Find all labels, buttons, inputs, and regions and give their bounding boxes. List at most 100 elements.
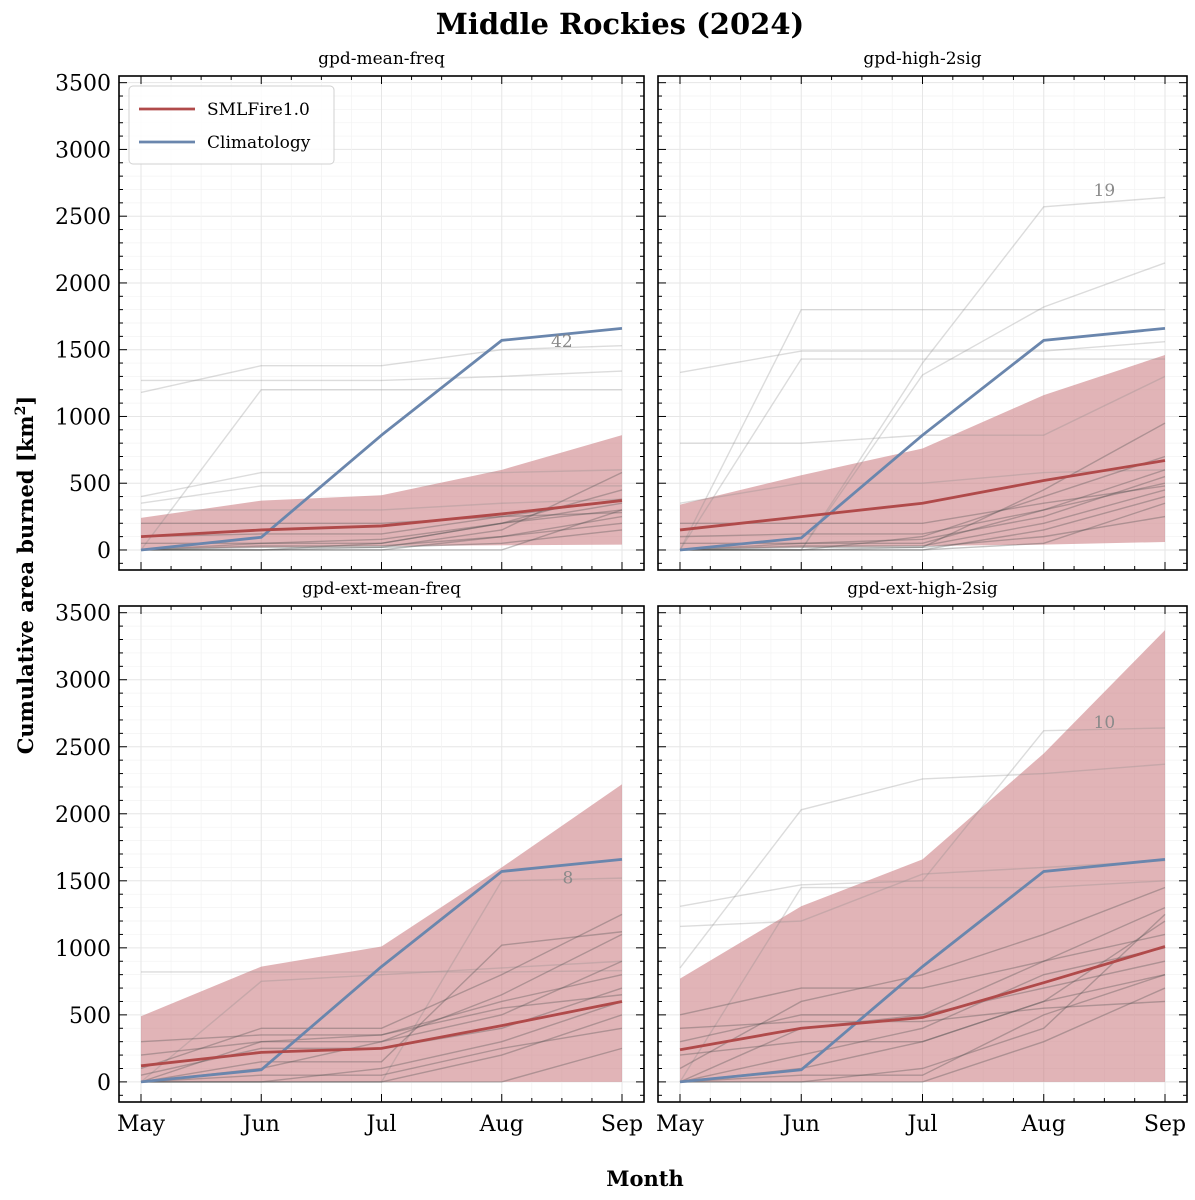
x-tick-label: Jun	[241, 1112, 280, 1137]
observed-line-light	[140, 344, 623, 394]
observed-line-light	[680, 196, 1166, 551]
x-tick-label: Sep	[601, 1112, 643, 1137]
y-tick-label: 1000	[55, 937, 111, 962]
observed-line-dark	[141, 529, 623, 551]
observed-line-light	[679, 880, 1166, 1083]
panel-title: gpd-mean-freq	[318, 49, 445, 69]
smlfire-median-line	[679, 459, 1166, 532]
observed-line-dark	[141, 1047, 623, 1083]
y-tick-label: 2500	[55, 736, 111, 761]
y-tick-label: 500	[69, 1004, 111, 1029]
climatology-line	[679, 857, 1166, 1084]
observed-line-light	[680, 262, 1166, 551]
observed-line-dark	[679, 973, 1166, 1056]
y-axis-label-main: Cumulative area burned [km	[13, 415, 38, 754]
uncertainty-band	[680, 630, 1165, 1082]
plot-area	[679, 196, 1166, 552]
observed-line-dark	[679, 489, 1166, 551]
panel-gpd-high-2sig: gpd-high-2sig 19	[657, 49, 1188, 571]
observed-line-dark	[140, 933, 623, 1083]
observed-line-dark	[679, 933, 1166, 1016]
count-label: 8	[562, 868, 573, 888]
observed-line-dark	[680, 515, 1166, 551]
observed-line-light	[140, 469, 623, 498]
observed-line-light	[679, 469, 1166, 504]
legend: SMLFire1.0 Climatology	[128, 85, 335, 165]
observed-line-dark	[679, 482, 1166, 538]
y-tick-label: 0	[97, 539, 111, 564]
y-tick-label: 0	[97, 1071, 111, 1096]
observed-line-dark	[680, 455, 1166, 551]
y-tick-label: 3000	[55, 138, 111, 163]
observed-line-dark	[140, 502, 623, 551]
uncertainty-band	[141, 435, 622, 549]
observed-line-dark	[140, 931, 623, 1083]
observed-line-light	[679, 340, 1166, 374]
observed-line-dark	[680, 502, 1166, 551]
observed-line-dark	[141, 522, 623, 551]
observed-line-light	[679, 727, 1166, 907]
x-tick-label: May	[117, 1112, 166, 1137]
figure-title: Middle Rockies (2024)	[436, 7, 804, 41]
observed-line-dark	[140, 515, 623, 551]
y-axis-label: Cumulative area burned [km2]	[13, 396, 38, 755]
observed-line-dark	[141, 1000, 623, 1083]
x-axis-label: Month	[606, 1166, 684, 1191]
plot-area	[679, 630, 1166, 1084]
uncertainty-band	[680, 355, 1165, 549]
observed-line-dark	[679, 886, 1166, 1070]
observed-line-dark	[140, 973, 623, 1056]
y-tick-label: 3500	[55, 72, 111, 97]
observed-line-light	[141, 969, 623, 973]
observed-line-dark	[679, 906, 1166, 1083]
ticks	[119, 606, 644, 1102]
panel-title: gpd-high-2sig	[863, 49, 981, 69]
ticks	[119, 76, 644, 570]
y-tick-label: 1500	[55, 339, 111, 364]
uncertainty-band	[141, 784, 622, 1082]
legend-label: Climatology	[207, 133, 311, 153]
observed-line-light	[141, 498, 623, 511]
panel-gpd-ext-high-2sig: gpd-ext-high-2sig 10 May Jun Jul Aug Sep	[656, 579, 1188, 1137]
observed-line-dark	[680, 485, 1166, 524]
x-tick-label: Aug	[1021, 1112, 1066, 1137]
climatology-line	[140, 326, 623, 552]
smlfire-median-line	[140, 499, 623, 539]
observed-line-light	[679, 763, 1166, 969]
x-tick-label: Jun	[781, 1112, 820, 1137]
count-label: 42	[551, 332, 573, 352]
climatology-line	[679, 326, 1166, 552]
svg-text:Cumulative area burned [km2]: Cumulative area burned [km2]	[13, 396, 38, 755]
observed-line-dark	[679, 960, 1166, 1043]
observed-line-dark	[141, 489, 623, 551]
observed-line-dark	[140, 1027, 623, 1083]
observed-line-dark	[679, 973, 1166, 1083]
smlfire-median-line	[140, 1000, 623, 1068]
x-tick-label: Sep	[1144, 1112, 1186, 1137]
observed-line-dark	[141, 509, 623, 544]
observed-line-dark	[680, 987, 1166, 1083]
observed-line-dark	[679, 947, 1166, 1083]
ticks	[658, 76, 1187, 570]
x-tick-label: May	[656, 1112, 705, 1137]
y-tick-label: 2000	[55, 803, 111, 828]
observed-line-light	[140, 389, 622, 551]
observed-line-light	[679, 860, 1166, 928]
climatology-line	[140, 857, 623, 1084]
observed-line-light	[140, 960, 623, 1083]
smlfire-median-line	[679, 945, 1166, 1052]
x-tick-label: Jul	[905, 1112, 937, 1137]
ticks	[658, 606, 1187, 1102]
legend-label: SMLFire1.0	[207, 100, 310, 120]
y-tick-label: 3000	[55, 669, 111, 694]
y-tick-label: 2000	[55, 272, 111, 297]
count-label: 19	[1094, 181, 1116, 201]
legend-box	[128, 85, 335, 165]
count-label: 10	[1094, 713, 1116, 733]
y-tick-label: 1000	[55, 405, 111, 430]
observed-line-dark	[679, 422, 1166, 551]
x-tick-label: Jul	[364, 1112, 396, 1137]
observed-line-dark	[141, 511, 623, 524]
y-tick-label: 500	[69, 472, 111, 497]
